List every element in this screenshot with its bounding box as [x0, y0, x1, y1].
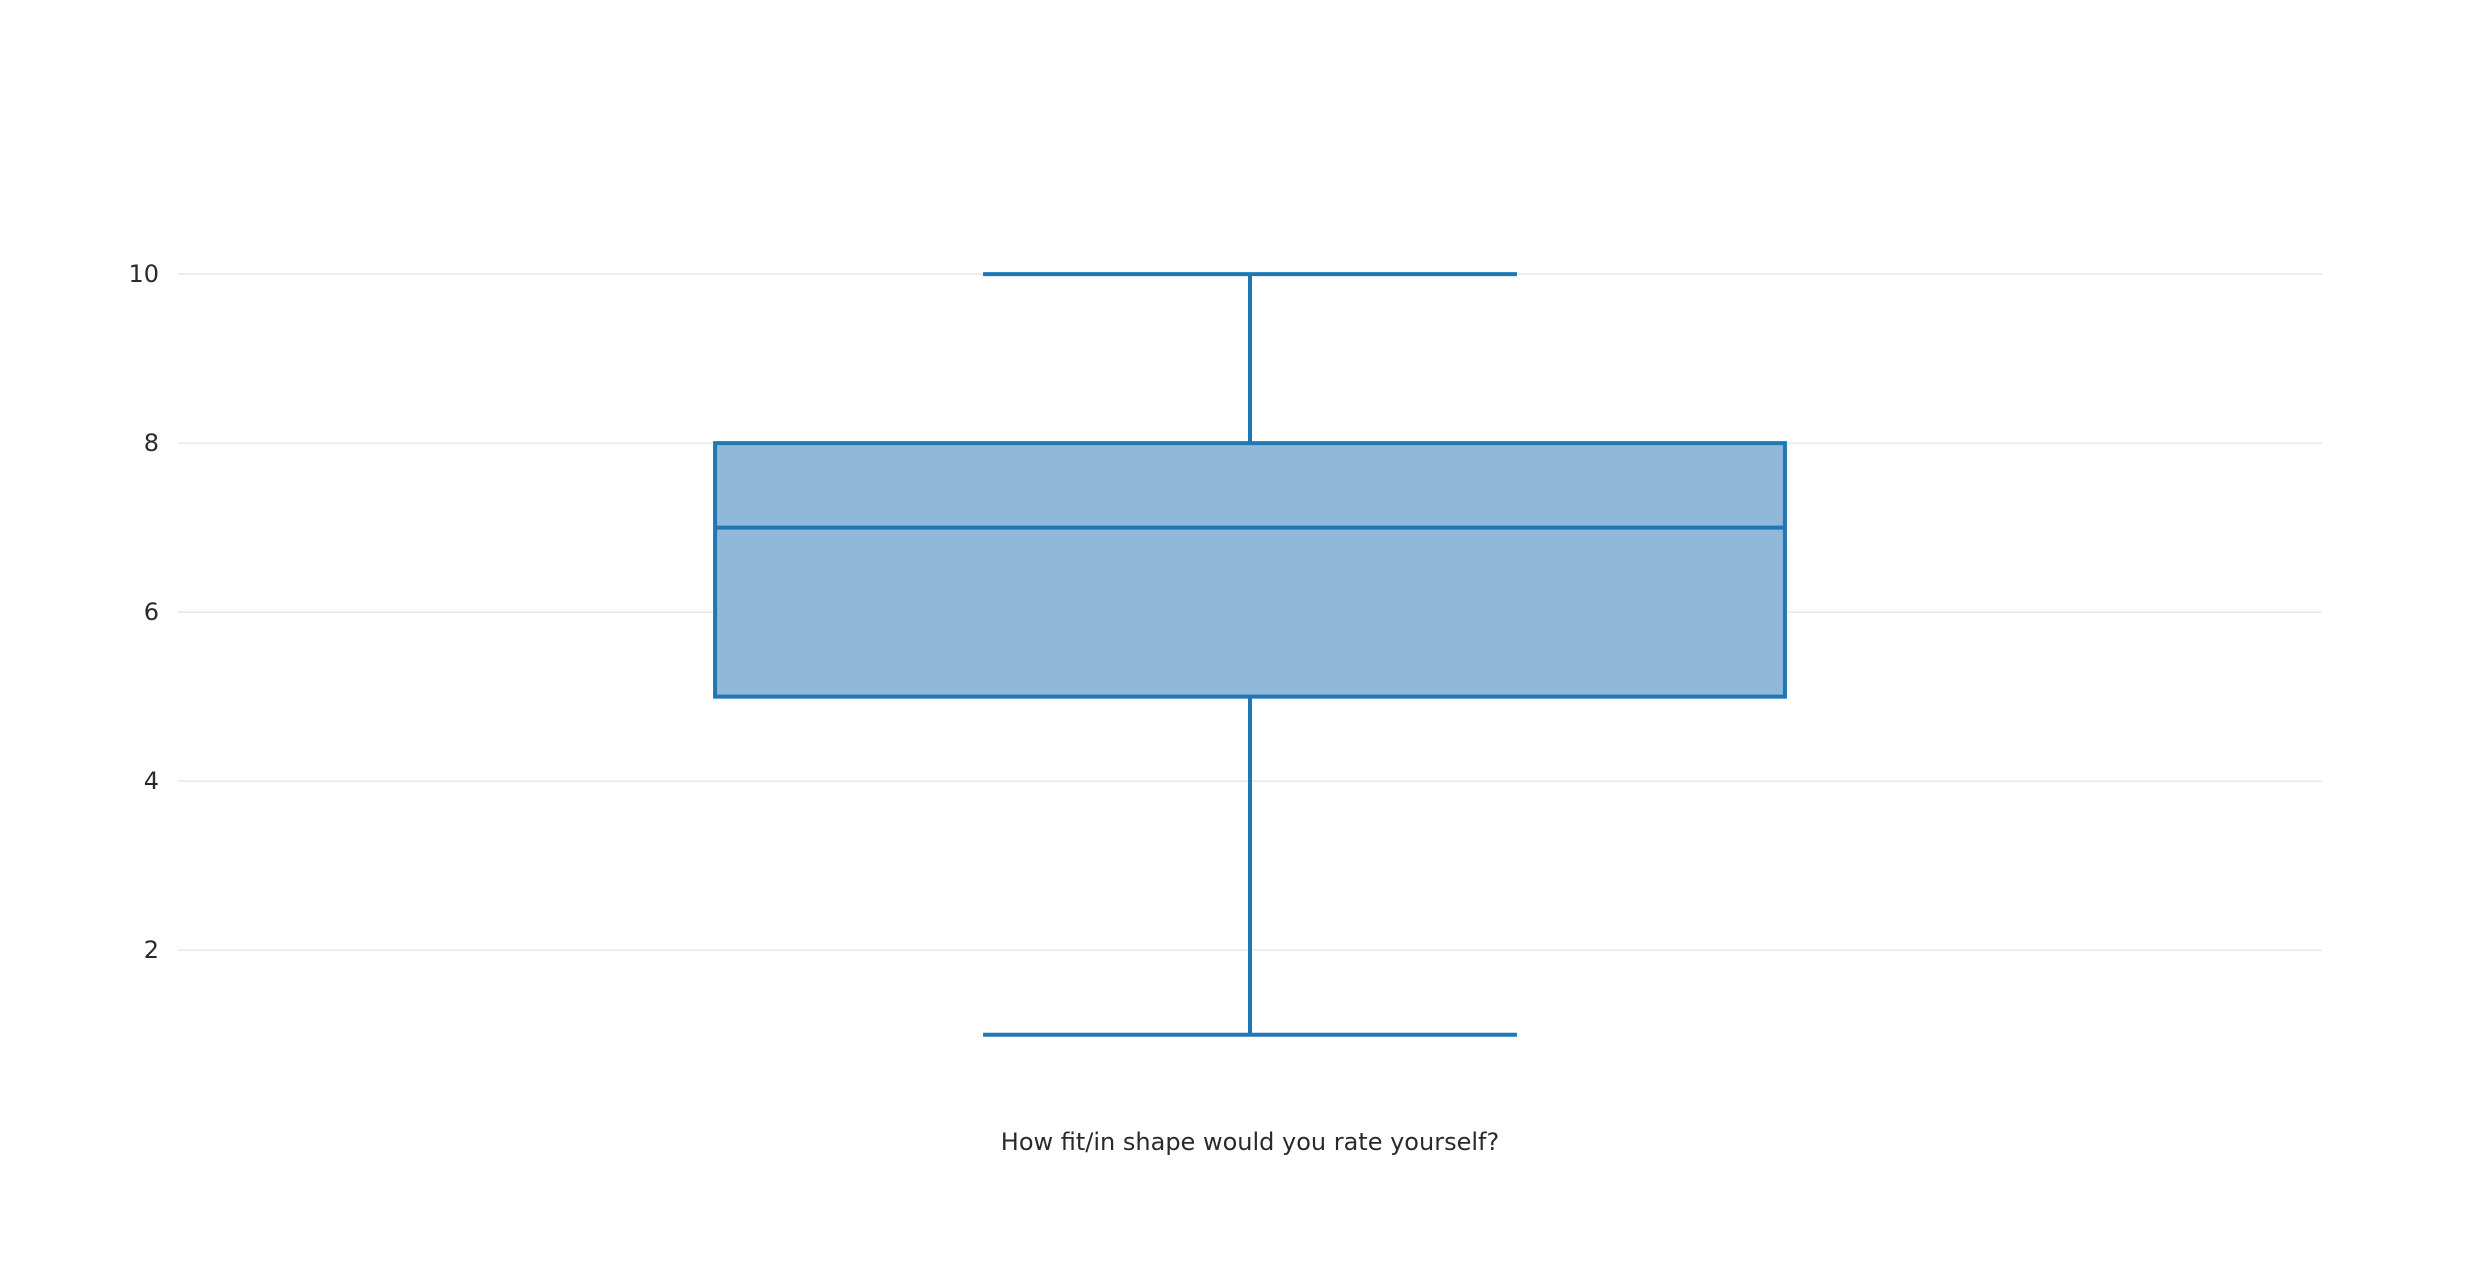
x-axis-labels: How fit/in shape would you rate yourself…: [1001, 1128, 1499, 1156]
y-tick-label: 8: [144, 429, 159, 457]
y-tick-label: 10: [128, 260, 159, 288]
y-tick-label: 4: [144, 767, 159, 795]
box-plot-series: [713, 272, 1787, 1037]
y-tick-label: 2: [144, 936, 159, 964]
x-category-label: How fit/in shape would you rate yourself…: [1001, 1128, 1499, 1156]
y-axis-ticks: 2 4 6 8 10: [128, 260, 159, 964]
y-tick-label: 6: [144, 598, 159, 626]
interquartile-box: [713, 441, 1787, 699]
